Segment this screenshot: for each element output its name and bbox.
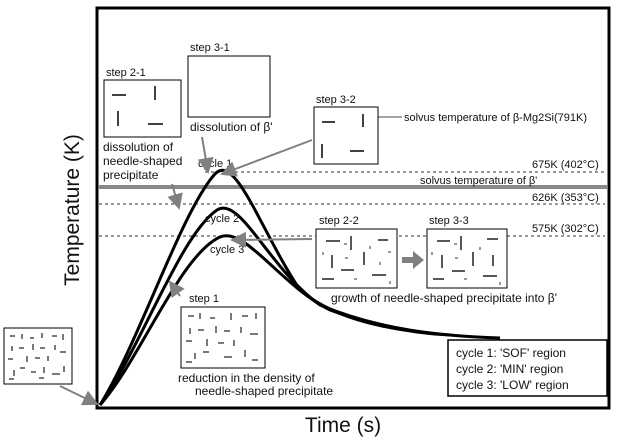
- step-3-3-small-precipitates: [431, 243, 501, 285]
- growth-text: growth of needle-shaped precipitate into…: [331, 291, 557, 305]
- step-2-2-arrow: [230, 231, 313, 248]
- step-3-1-box: [187, 55, 271, 118]
- step-2-2-label: step 2-2: [319, 215, 359, 227]
- reduction-text-2: needle-shaped precipitate: [195, 384, 333, 398]
- reduction-text-1: reduction in the density of: [178, 371, 315, 385]
- y-axis-label: Temperature (K): [61, 134, 84, 286]
- step-1-precipitates: [186, 313, 258, 363]
- legend-cycle-2: cycle 2: 'MIN' region: [456, 362, 563, 376]
- step-3-1-label: step 3-1: [190, 42, 230, 54]
- initial-arrow: [59, 385, 99, 406]
- level-626k-label: 626K (353°C): [532, 192, 599, 204]
- step-3-2-label: step 3-2: [316, 94, 356, 106]
- dissolution-needle-text-2: needle-shaped: [103, 154, 182, 168]
- cycle-2-label: cycle 2: [205, 213, 239, 225]
- initial-precipitates: [8, 333, 66, 380]
- step-2-2-small-precipitates: [322, 243, 391, 284]
- level-675k-label: 675K (402°C): [532, 159, 599, 171]
- step-2-2-precipitates: [322, 236, 388, 280]
- plot-frame: [95, 6, 611, 410]
- step-2-2-box: [315, 228, 398, 289]
- step-3-2-arrow: [220, 139, 313, 177]
- step-2-1-box: [103, 79, 182, 138]
- initial-state-box: [3, 327, 73, 385]
- step-3-3-precipitates: [433, 236, 498, 280]
- dissolution-beta-prime-text: dissolution of β': [190, 120, 273, 134]
- solvus-beta-prime-label: solvus temperature of β': [420, 175, 537, 187]
- cycle-3-curve: [98, 234, 451, 406]
- cycle-3-label: cycle 3: [210, 244, 244, 256]
- step-1-label: step 1: [189, 293, 219, 305]
- step-3-2-precipitates: [321, 114, 364, 158]
- step-2-1-precipitates: [112, 86, 163, 126]
- step-1-arrow: [168, 280, 185, 299]
- step-3-3-label: step 3-3: [429, 215, 469, 227]
- legend-box: [447, 339, 608, 397]
- dissolution-needle-arrow: [167, 183, 183, 210]
- x-axis-label: Time (s): [305, 414, 381, 437]
- dissolution-needle-text-1: dissolution of: [103, 140, 174, 154]
- level-575k-label: 575K (302°C): [532, 223, 599, 235]
- step-2-2-to-3-3-arrow: [402, 251, 424, 269]
- dissolution-beta-prime-arrow: [197, 136, 214, 174]
- cycle-1-label: cycle 1: [198, 158, 232, 170]
- dissolution-needle-text-3: precipitate: [103, 168, 159, 182]
- step-3-2-box: [313, 106, 379, 165]
- solvus-mg2si-label: solvus temperature of β-Mg2Si(791K): [404, 112, 587, 124]
- step-2-1-label: step 2-1: [106, 67, 146, 79]
- legend-cycle-3: cycle 3: 'LOW' region: [456, 378, 569, 392]
- legend-cycle-1: cycle 1: 'SOF' region: [456, 346, 566, 360]
